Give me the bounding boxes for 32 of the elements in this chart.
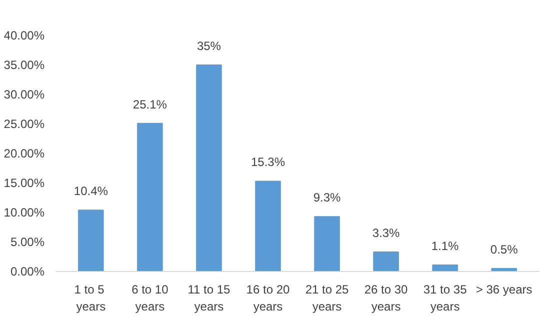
- y-tick-label: 20.00%: [4, 146, 45, 160]
- y-tick-label: 10.00%: [4, 206, 45, 220]
- data-label: 15.3%: [250, 155, 286, 170]
- bar: [137, 122, 163, 272]
- y-tick-label: 40.00%: [4, 28, 45, 42]
- bar: [78, 210, 104, 272]
- y-tick-label: 15.00%: [4, 176, 45, 190]
- bar: [196, 64, 222, 272]
- y-tick-label: 30.00%: [4, 88, 45, 102]
- data-label: 9.3%: [313, 190, 342, 205]
- x-tick-label: 26 to 30 years: [364, 282, 408, 314]
- data-label: 1.1%: [431, 239, 460, 254]
- x-tick-label: > 36 years: [476, 282, 532, 296]
- y-tick-label: 0.00%: [10, 264, 45, 278]
- data-label: 3.3%: [372, 226, 400, 240]
- x-tick-label: 21 to 25 years: [305, 282, 350, 314]
- x-tick-label: 16 to 20 years: [246, 282, 290, 314]
- bar: [314, 216, 340, 272]
- y-tick-label: 5.00%: [10, 235, 45, 249]
- x-tick-label: 6 to 10 years: [132, 282, 169, 314]
- data-label: 25.1%: [132, 97, 168, 112]
- x-tick-label: 1 to 5 years: [74, 282, 106, 314]
- bar: [255, 180, 281, 272]
- bar: [432, 264, 458, 272]
- x-tick-label: 31 to 35 years: [423, 282, 468, 314]
- data-label: 10.4%: [74, 184, 108, 198]
- y-tick-label: 35.00%: [4, 58, 45, 72]
- y-tick-label: 25.00%: [4, 117, 45, 131]
- data-label: 0.5%: [490, 242, 518, 257]
- data-label: 35%: [196, 39, 222, 53]
- x-tick-label: 11 to 15 years: [188, 282, 231, 314]
- bar: [373, 252, 399, 272]
